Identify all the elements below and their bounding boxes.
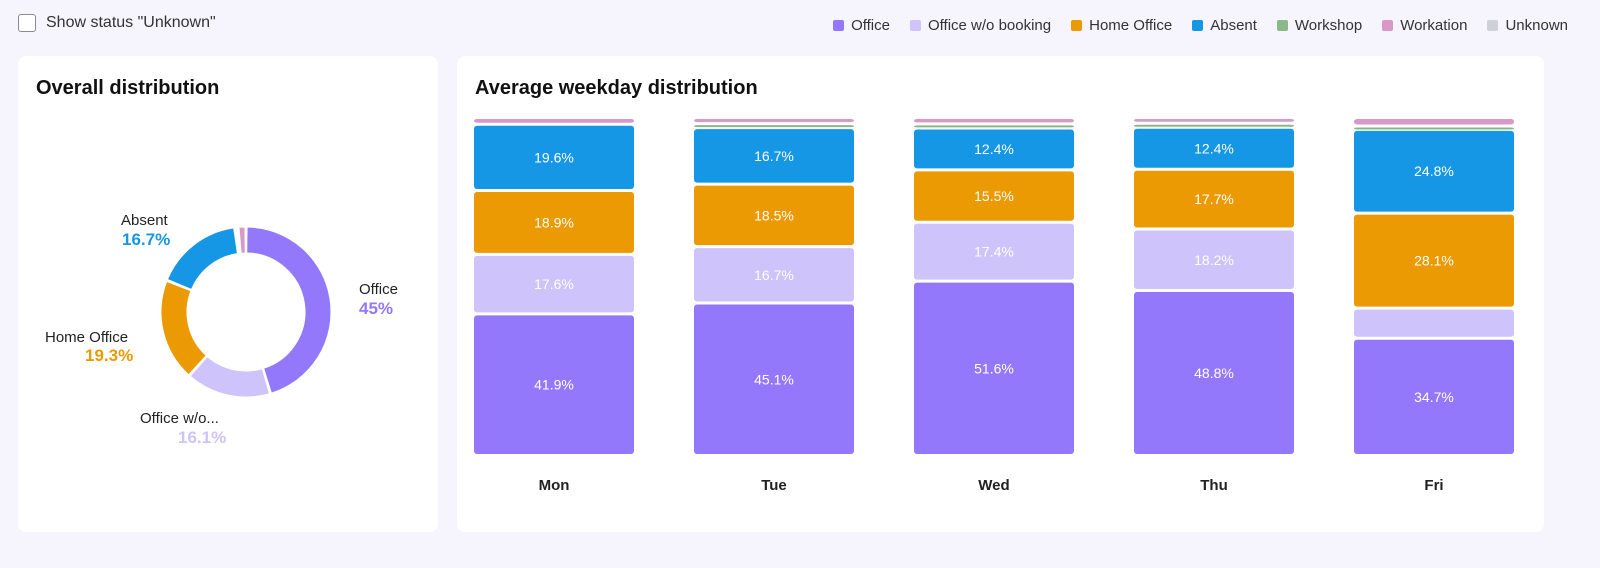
bar-label-wed-office: 51.6% bbox=[974, 360, 1014, 376]
donut-label-absent: Absent bbox=[121, 212, 168, 229]
bar-label-mon-home-office: 18.9% bbox=[534, 214, 574, 230]
bar-segment-wed-workshop[interactable] bbox=[914, 125, 1074, 128]
bar-segment-fri-workshop[interactable] bbox=[1354, 127, 1514, 130]
bar-label-fri-absent: 24.8% bbox=[1414, 163, 1454, 179]
x-tick-label-wed: Wed bbox=[978, 477, 1009, 494]
bar-segment-thu-home-office[interactable] bbox=[1134, 170, 1294, 228]
bar-label-tue-office: 45.1% bbox=[754, 371, 794, 387]
x-tick-label-fri: Fri bbox=[1424, 477, 1443, 494]
bar-segment-thu-workshop[interactable] bbox=[1134, 124, 1294, 127]
donut-label-home-office: Home Office bbox=[45, 329, 129, 346]
bar-segment-tue-office[interactable] bbox=[694, 304, 854, 454]
chart-legend: Office Office w/o booking Home Office Absen… bbox=[833, 17, 1568, 34]
bar-label-wed-office-w-o-booking: 17.4% bbox=[974, 244, 1014, 260]
bar-label-wed-home-office: 15.5% bbox=[974, 188, 1014, 204]
legend-label-home-office: Home Office bbox=[1089, 17, 1173, 34]
legend-item-workation[interactable]: Workation bbox=[1382, 17, 1467, 34]
legend-item-office-w-o-booking[interactable]: Office w/o booking bbox=[909, 17, 1052, 34]
bar-segment-mon-home-office[interactable] bbox=[474, 192, 634, 253]
bar-label-tue-absent: 16.7% bbox=[754, 148, 794, 164]
overall-distribution-card: Overall distribution Absent 16.7% Office… bbox=[18, 56, 438, 532]
donut-pct-office: 45% bbox=[359, 299, 394, 318]
legend-item-office[interactable]: Office bbox=[833, 17, 890, 34]
bar-segment-fri-home-office[interactable] bbox=[1354, 214, 1514, 307]
weekday-distribution-title: Average weekday distribution bbox=[475, 77, 758, 99]
bar-segment-wed-home-office[interactable] bbox=[914, 171, 1074, 221]
donut-pct-office-wo: 16.1% bbox=[178, 428, 227, 447]
show-unknown-checkbox[interactable] bbox=[18, 14, 36, 32]
legend-label-workation: Workation bbox=[1400, 17, 1468, 34]
bar-label-thu-office: 48.8% bbox=[1194, 365, 1234, 381]
donut-pct-absent: 16.7% bbox=[122, 230, 171, 249]
bar-label-mon-office-w-o-booking: 17.6% bbox=[534, 276, 574, 292]
legend-label-office-w-o-booking: Office w/o booking bbox=[927, 17, 1052, 34]
donut-slice-workshop[interactable] bbox=[235, 226, 241, 254]
bar-label-tue-office-w-o-booking: 16.7% bbox=[754, 267, 794, 283]
bar-label-wed-absent: 12.4% bbox=[974, 141, 1014, 157]
donut-label-office: Office bbox=[359, 281, 398, 298]
legend-swatch-office bbox=[833, 20, 845, 31]
bar-segment-wed-workation[interactable] bbox=[914, 119, 1074, 123]
bar-segment-fri-office-w-o-booking[interactable] bbox=[1354, 309, 1514, 337]
x-tick-label-thu: Thu bbox=[1200, 477, 1228, 494]
legend-item-absent[interactable]: Absent bbox=[1192, 17, 1257, 34]
bar-segment-thu-office[interactable] bbox=[1134, 292, 1294, 454]
bar-label-thu-home-office: 17.7% bbox=[1194, 191, 1234, 207]
legend-swatch-absent bbox=[1192, 20, 1204, 31]
bar-segment-wed-absent[interactable] bbox=[914, 129, 1074, 169]
legend-item-home-office[interactable]: Home Office bbox=[1071, 17, 1172, 34]
legend-swatch-workation bbox=[1382, 20, 1394, 31]
donut-slice-office[interactable] bbox=[246, 226, 332, 394]
legend-label-absent: Absent bbox=[1210, 17, 1257, 34]
weekday-distribution-card: Average weekday distribution 41.9% 17.6% 1… bbox=[457, 56, 1544, 532]
bar-segment-mon-workation[interactable] bbox=[474, 119, 634, 123]
bar-segment-fri-absent[interactable] bbox=[1354, 130, 1514, 212]
legend-swatch-home-office bbox=[1071, 20, 1083, 31]
bar-segment-mon-absent[interactable] bbox=[474, 125, 634, 190]
bar-label-fri-office: 34.7% bbox=[1414, 389, 1454, 405]
overall-donut-chart bbox=[160, 226, 332, 398]
legend-item-unknown[interactable]: Unknown bbox=[1487, 17, 1568, 34]
bar-segment-tue-workshop[interactable] bbox=[694, 125, 854, 128]
legend-label-unknown: Unknown bbox=[1505, 17, 1568, 34]
bar-segment-thu-absent[interactable] bbox=[1134, 128, 1294, 168]
filter-bar: Show status "Unknown" Office Office w/o b… bbox=[0, 0, 1600, 50]
bar-label-mon-office: 41.9% bbox=[534, 377, 574, 393]
donut-slice-home-office[interactable] bbox=[160, 280, 207, 376]
bar-segment-mon-office[interactable] bbox=[474, 315, 634, 454]
donut-label-office-wo: Office w/o... bbox=[140, 410, 219, 427]
bar-segment-mon-office-w-o-booking[interactable] bbox=[474, 255, 634, 313]
donut-pct-home-office: 19.3% bbox=[85, 346, 134, 365]
weekday-stacked-bar-chart: 41.9% 17.6% 18.9% 19.6% Mon 45.1% 16.7% 18.5% 16… bbox=[474, 119, 1514, 494]
donut-slice-absent[interactable] bbox=[166, 227, 238, 290]
bar-label-thu-office-w-o-booking: 18.2% bbox=[1194, 252, 1234, 268]
donut-slice-office-w-o-booking[interactable] bbox=[189, 356, 270, 398]
bar-label-mon-absent: 19.6% bbox=[534, 149, 574, 165]
bar-segment-tue-absent[interactable] bbox=[694, 129, 854, 183]
x-tick-label-mon: Mon bbox=[539, 477, 570, 494]
bar-segment-fri-workation[interactable] bbox=[1354, 119, 1514, 125]
legend-label-office: Office bbox=[851, 17, 890, 34]
bar-label-fri-home-office: 28.1% bbox=[1414, 253, 1454, 269]
bar-segment-wed-office-w-o-booking[interactable] bbox=[914, 223, 1074, 280]
bar-segment-wed-office[interactable] bbox=[914, 282, 1074, 454]
show-unknown-toggle[interactable]: Show status "Unknown" bbox=[18, 14, 216, 32]
legend-swatch-workshop bbox=[1276, 20, 1288, 31]
legend-item-workshop[interactable]: Workshop bbox=[1276, 17, 1363, 34]
overall-distribution-title: Overall distribution bbox=[36, 77, 220, 99]
show-unknown-label: Show status "Unknown" bbox=[46, 14, 216, 31]
legend-swatch-office-w-o-booking bbox=[909, 20, 921, 31]
bar-segment-thu-workation[interactable] bbox=[1134, 119, 1294, 122]
x-tick-label-tue: Tue bbox=[761, 477, 787, 494]
bar-segment-fri-office[interactable] bbox=[1354, 339, 1514, 454]
bar-segment-tue-workation[interactable] bbox=[694, 119, 854, 123]
donut-slice-workation[interactable] bbox=[238, 226, 246, 254]
bar-label-tue-home-office: 18.5% bbox=[754, 207, 794, 223]
legend-label-workshop: Workshop bbox=[1294, 17, 1363, 34]
bar-segment-tue-home-office[interactable] bbox=[694, 185, 854, 246]
legend-swatch-unknown bbox=[1487, 20, 1499, 31]
bar-segment-tue-office-w-o-booking[interactable] bbox=[694, 248, 854, 302]
bar-segment-thu-office-w-o-booking[interactable] bbox=[1134, 230, 1294, 290]
bar-label-thu-absent: 12.4% bbox=[1194, 140, 1234, 156]
